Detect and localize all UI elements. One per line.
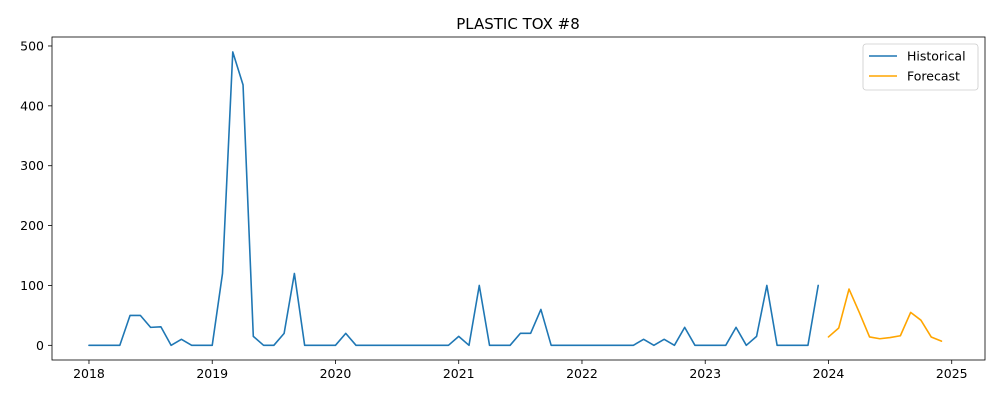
x-tick-label: 2025 (936, 366, 968, 381)
x-tick-label: 2021 (443, 366, 475, 381)
x-tick-label: 2023 (689, 366, 721, 381)
y-tick-label: 300 (20, 158, 44, 173)
series-line-historical (88, 51, 820, 347)
chart-title: PLASTIC TOX #8 (456, 15, 580, 33)
y-tick-label: 0 (36, 338, 44, 353)
x-tick-label: 2019 (196, 366, 228, 381)
x-tick-label: 2024 (813, 366, 845, 381)
y-tick-label: 200 (20, 218, 44, 233)
x-tick-label: 2020 (320, 366, 352, 381)
y-axis: 0 100 200 300 400 500 (20, 38, 52, 353)
y-tick-label: 100 (20, 278, 44, 293)
series-line-forecast (827, 288, 943, 342)
x-tick-label: 2018 (73, 366, 105, 381)
y-tick-label: 500 (20, 38, 44, 53)
plot-area (88, 51, 943, 347)
x-tick-label: 2022 (566, 366, 598, 381)
plot-frame (51, 36, 986, 361)
legend-label: Historical (907, 49, 966, 64)
legend-label: Forecast (907, 69, 960, 84)
x-axis: 2018 2019 2020 2021 2022 2023 2024 2025 (73, 360, 968, 381)
legend: Historical Forecast (862, 43, 979, 91)
y-tick-label: 400 (20, 98, 44, 113)
